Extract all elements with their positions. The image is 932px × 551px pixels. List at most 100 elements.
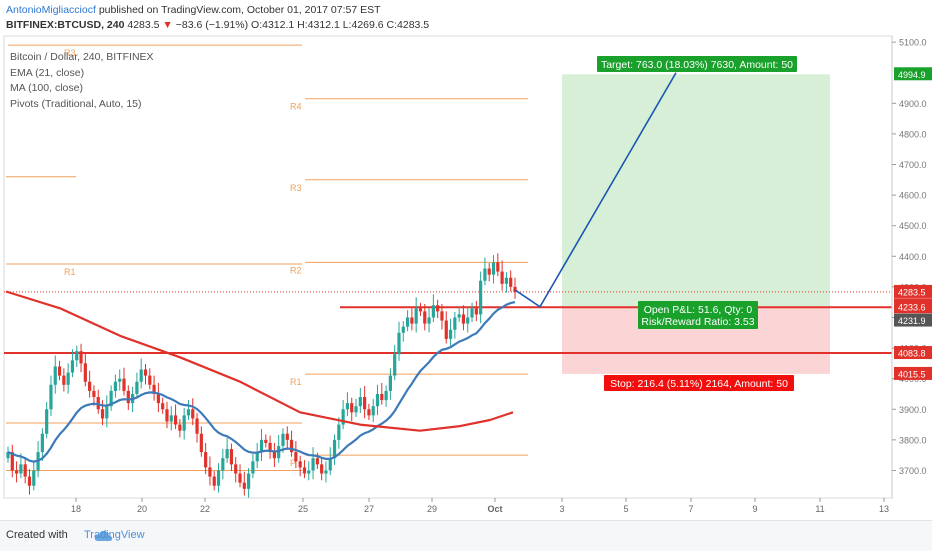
candle-body — [436, 305, 440, 312]
candle-body — [221, 458, 225, 471]
x-tick-label: Oct — [487, 504, 502, 514]
x-tick-label: 11 — [815, 504, 824, 514]
pnl-label: Open P&L: 51.6, Qty: 0 — [644, 304, 753, 316]
candle-body — [152, 384, 156, 394]
ema-line — [7, 301, 516, 463]
candle-body — [504, 277, 509, 284]
candle-body — [122, 378, 126, 391]
candle-body — [483, 268, 487, 281]
candle-body — [500, 271, 504, 284]
candle-body — [57, 366, 62, 376]
price-tag — [894, 300, 932, 314]
candle-body — [247, 473, 251, 489]
candle-body — [169, 415, 173, 422]
candle-body — [19, 464, 23, 474]
candle-body — [14, 470, 19, 474]
ohlc-open: O:4312.1 — [251, 19, 295, 31]
candle-body — [448, 329, 453, 339]
candle-body — [49, 384, 53, 410]
stop-label: Stop: 216.4 (5.11%) 2164, Amount: 50 — [610, 378, 788, 390]
candle-body — [509, 277, 513, 287]
candle-body — [354, 406, 358, 413]
tradingview-cloud-icon[interactable] — [64, 528, 144, 544]
candle-body — [375, 393, 380, 407]
candle-body — [358, 397, 362, 407]
price-tag-label: 4994.9 — [898, 70, 926, 80]
change-down-icon: ▼ — [162, 19, 173, 31]
candle-body — [216, 470, 221, 486]
candle-body — [302, 467, 307, 474]
pivot-label: R1 — [290, 377, 302, 387]
legend-ema: EMA (21, close) — [10, 66, 85, 79]
candle-body — [148, 375, 152, 385]
price-tag-label: 4015.5 — [898, 369, 926, 379]
candle-body — [105, 406, 109, 419]
candle-body — [79, 351, 83, 364]
candle-body — [414, 308, 418, 324]
candle-body — [380, 393, 384, 401]
candle-body — [156, 393, 160, 404]
candle-body — [405, 317, 410, 327]
pivot-label: R3 — [290, 183, 302, 193]
price-tag — [894, 67, 932, 81]
y-tick-label: 4800.0 — [899, 129, 927, 139]
candle-body — [23, 464, 27, 477]
candle-body — [10, 452, 14, 471]
candle-body — [83, 363, 87, 382]
candle-body — [453, 317, 457, 330]
candle-body — [474, 308, 478, 315]
price-chart[interactable]: R3 R4 R3 R2 R1 R1 P Target: 763.0 (18.03%) 7630… — [0, 0, 932, 520]
pivot-label: R1 — [64, 267, 76, 277]
candle-body — [285, 433, 289, 440]
candle-body — [337, 424, 341, 440]
y-tick-label: 4600.0 — [899, 191, 927, 201]
candle-body — [118, 378, 122, 382]
price-tag-label: 4231.9 — [898, 316, 926, 326]
y-tick-label: 4500.0 — [899, 221, 927, 231]
candle-body — [27, 476, 32, 486]
y-tick-label: 3700.0 — [899, 466, 927, 476]
footer-bar: Created with TradingView — [0, 520, 932, 551]
candle-body — [53, 366, 57, 385]
candle-body — [70, 360, 75, 373]
candle-body — [191, 409, 195, 419]
candle-body — [113, 381, 118, 391]
pnl-label: Risk/Reward Ratio: 3.53 — [641, 316, 754, 328]
candle-body — [324, 470, 328, 474]
candle-body — [255, 452, 259, 462]
x-tick-label: 13 — [879, 504, 889, 514]
candle-body — [397, 332, 401, 355]
x-tick-label: 29 — [427, 504, 437, 514]
candle-body — [62, 375, 66, 385]
y-tick-label: 3800.0 — [899, 435, 927, 445]
candle-body — [161, 403, 165, 410]
candle-body — [345, 403, 350, 410]
candle-body — [186, 409, 191, 416]
chart-legend: Bitcoin / Dollar, 240, BITFINEX EMA (21,… — [10, 50, 154, 112]
candle-body — [371, 406, 375, 416]
candle-body — [229, 449, 234, 465]
target-label: Target: 763.0 (18.03%) 7630, Amount: 50 — [601, 59, 793, 71]
price-tag-label: 4233.6 — [898, 303, 926, 313]
candle-body — [491, 262, 496, 275]
target-label-bg — [597, 56, 797, 72]
tradingview-brand[interactable]: TradingView — [84, 529, 145, 541]
x-tick-label: 18 — [71, 504, 81, 514]
candle-body — [75, 351, 79, 361]
candle-body — [143, 369, 148, 376]
price-tag — [894, 284, 932, 298]
candle-body — [393, 354, 397, 376]
projection-line — [514, 72, 677, 308]
x-tick-label: 22 — [200, 504, 210, 514]
candle-body — [388, 375, 392, 391]
pivot-label: R3 — [64, 48, 76, 58]
candle-body — [268, 442, 272, 453]
candle-body — [238, 473, 242, 483]
candle-body — [479, 280, 483, 315]
candle-body — [457, 314, 461, 318]
legend-pivots: Pivots (Traditional, Auto, 15) — [10, 97, 142, 110]
candle-body — [165, 409, 169, 422]
candle-body — [289, 439, 294, 453]
author-link[interactable]: AntonioMigliacciocf — [6, 4, 96, 16]
price-tag — [894, 366, 932, 380]
